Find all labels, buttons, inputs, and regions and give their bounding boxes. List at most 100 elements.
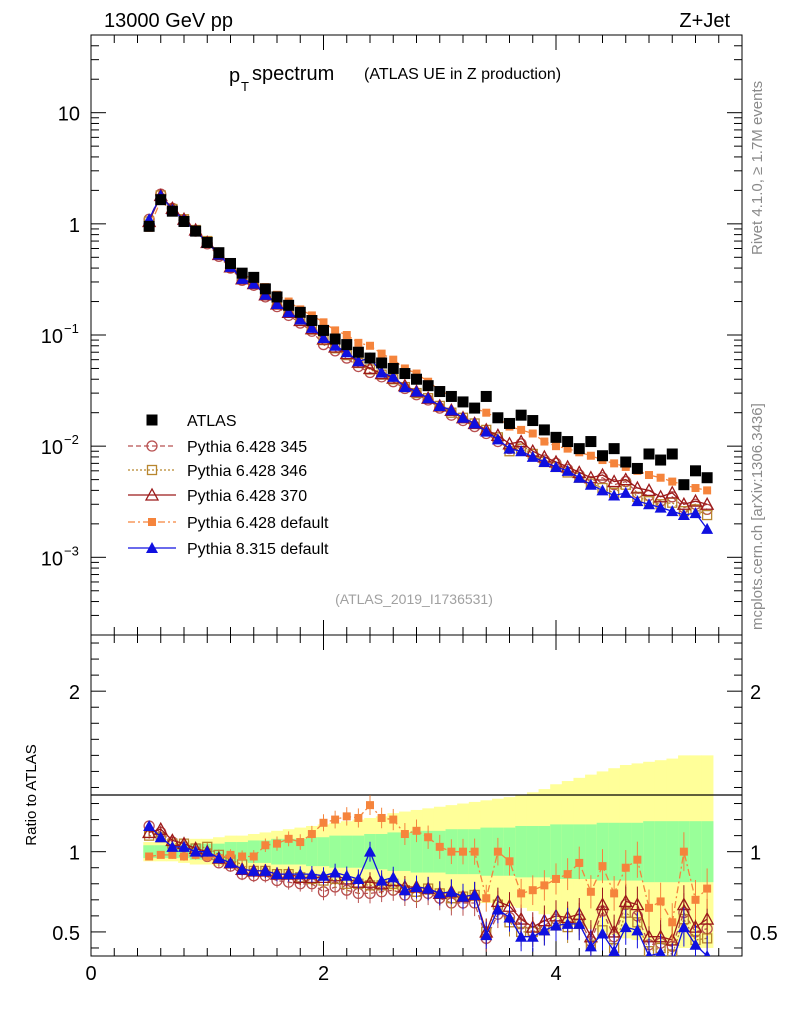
legend-marker-p370 — [144, 487, 160, 501]
legend-item-p6def: Pythia 6.428 default — [128, 515, 329, 532]
point-p8def — [619, 486, 632, 498]
point-data — [259, 283, 271, 295]
point-data — [341, 339, 353, 351]
point-p6def — [540, 437, 549, 446]
ratio-point-p6def — [703, 884, 712, 893]
ratio-point-p6def — [424, 833, 433, 842]
ratio-point-p6def — [528, 886, 537, 895]
ratio-point-p8def — [352, 872, 365, 884]
point-data — [538, 424, 550, 436]
ratio-point-p6def — [400, 830, 409, 839]
ratio-point-p8def — [491, 903, 504, 915]
legend-marker-p8def — [146, 542, 158, 553]
ratio-point-p8def — [468, 889, 481, 901]
ratio-band-inner — [375, 834, 388, 870]
point-data — [445, 390, 457, 402]
ratio-point-p6def — [691, 895, 700, 904]
ratio-band-inner — [515, 825, 528, 878]
point-p6def — [528, 429, 537, 438]
point-p6def — [331, 326, 340, 335]
point-p6def — [610, 459, 619, 468]
point-p8def — [561, 464, 574, 476]
ratio-point-p6def — [679, 847, 688, 856]
ratio-point-p370 — [362, 874, 378, 888]
ratio-point-p6def — [366, 801, 374, 810]
ratio-point-p8def — [526, 930, 539, 942]
point-p8def — [329, 339, 342, 351]
point-p8def — [480, 425, 493, 437]
ratio-point-p8def — [375, 874, 388, 886]
ratio-point-p8def — [247, 864, 260, 876]
ratio-point-p8def — [422, 882, 435, 894]
point-data — [318, 324, 329, 336]
point-p8def — [526, 450, 539, 462]
point-p6def — [482, 408, 491, 417]
ratio-band-inner — [352, 835, 365, 868]
ratio-point-p6def — [249, 852, 258, 861]
point-p8def — [294, 313, 307, 325]
point-data — [701, 472, 713, 484]
point-p8def — [340, 346, 353, 358]
y-tick-exponent: −2 — [64, 432, 79, 447]
legend-label-p345: Pythia 6.428 345 — [187, 439, 307, 456]
point-data — [213, 247, 225, 259]
point-data — [364, 352, 376, 364]
point-p8def — [573, 471, 586, 483]
ratio-point-p8def — [480, 929, 493, 941]
point-data — [201, 236, 213, 248]
ratio-point-p8def — [259, 864, 272, 876]
ratio-point-p6def — [505, 857, 514, 866]
ratio-point-p8def — [596, 927, 609, 939]
ratio-point-p6def — [145, 852, 154, 861]
point-data — [411, 373, 422, 385]
ratio-point-p6def — [575, 858, 584, 867]
point-p370 — [700, 496, 715, 510]
ratio-point-p8def — [550, 919, 562, 931]
point-data — [573, 443, 585, 455]
point-p6def — [354, 338, 363, 347]
y-tick-label-group: 10 −1 — [41, 321, 79, 348]
ratio-point-p8def — [538, 924, 551, 936]
ratio-point-p6def — [168, 850, 177, 859]
ratio-y-tick-label-left: 1 — [69, 843, 80, 865]
ratio-point-p8def — [561, 917, 574, 929]
ratio-point-p6def — [598, 862, 607, 871]
point-p8def — [375, 366, 388, 378]
legend-item-p370: Pythia 6.428 370 — [128, 487, 307, 505]
header-process-label: Z+Jet — [679, 10, 730, 32]
point-data — [166, 205, 178, 217]
ratio-point-p8def — [619, 921, 632, 933]
ratio-point-p8def — [689, 938, 702, 950]
ratio-point-p6def — [540, 881, 549, 890]
y-tick-label: 10 — [41, 548, 63, 570]
ratio-point-p6def — [238, 852, 247, 861]
point-p6def — [645, 471, 653, 480]
point-data — [248, 271, 260, 283]
y-tick-label-group: 10 −2 — [41, 432, 79, 459]
point-p8def — [677, 509, 690, 521]
ratio-band-inner — [387, 832, 400, 871]
ratio-band-inner — [701, 821, 714, 883]
point-data — [492, 412, 504, 424]
ratio-point-p8def — [445, 885, 458, 897]
ratio-point-p8def — [236, 863, 249, 875]
y-tick-label-group: 10 −3 — [41, 543, 79, 570]
ratio-y-tick-label-left: 0.5 — [52, 923, 80, 945]
point-data — [434, 386, 446, 398]
point-p8def — [468, 417, 481, 429]
ratio-band-inner — [550, 824, 563, 879]
point-data — [236, 267, 248, 279]
ratio-band-inner — [329, 835, 342, 868]
ratio-point-p6def — [273, 839, 281, 848]
y-tick-label: 10 — [41, 437, 63, 459]
ratio-y-tick-label-right: 2 — [750, 682, 761, 704]
ratio-band-inner — [689, 821, 702, 883]
ratio-point-p6def — [563, 870, 572, 879]
legend-item-data: ATLAS — [146, 413, 237, 430]
point-p8def — [445, 404, 458, 416]
point-data — [376, 357, 388, 369]
point-p8def — [503, 442, 516, 454]
ratio-point-p6def — [645, 903, 653, 912]
ratio-point-p370 — [700, 911, 715, 925]
ratio-point-p8def — [143, 819, 156, 831]
